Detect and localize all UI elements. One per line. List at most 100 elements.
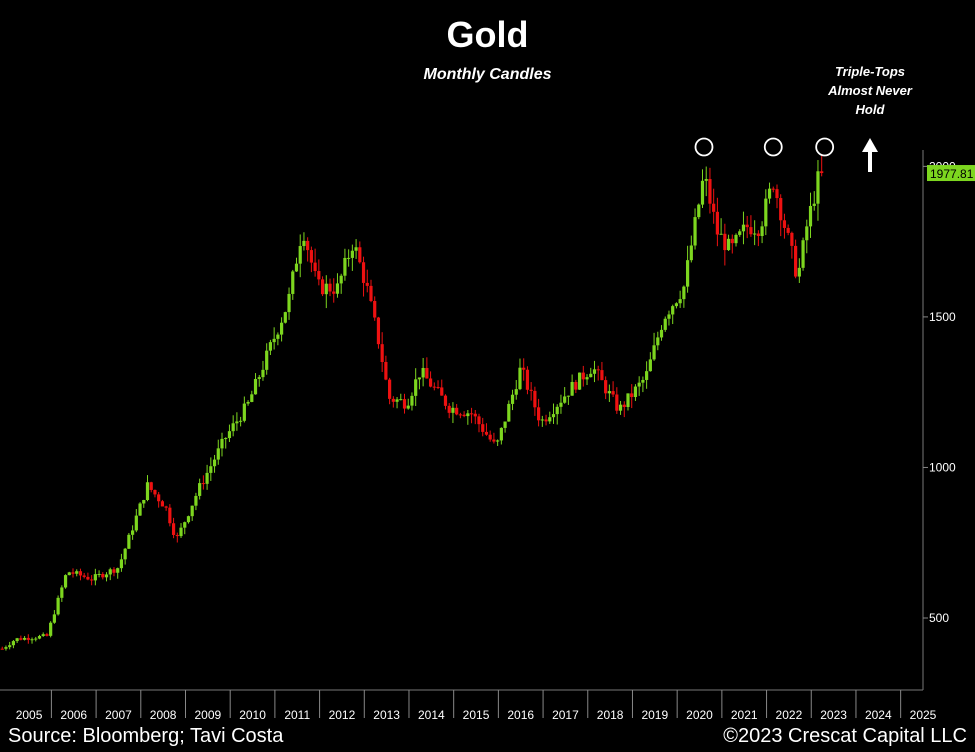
candle-body — [37, 635, 42, 639]
candle-body — [667, 314, 671, 319]
candle-body — [384, 361, 388, 380]
candle-body — [216, 448, 220, 460]
candle-body — [481, 424, 485, 432]
candle-body — [205, 472, 209, 484]
x-tick-label: 2017 — [552, 708, 579, 722]
candle-body — [194, 495, 198, 506]
candle-body — [335, 283, 340, 294]
candle-body — [469, 413, 474, 415]
candle-body — [633, 386, 638, 398]
annotation-line-2: Almost Never — [828, 83, 912, 98]
candle-body — [574, 381, 578, 390]
triple-tops-annotation: Triple-Tops Almost Never Hold — [800, 62, 940, 119]
candle-body — [458, 414, 462, 416]
x-tick-label: 2021 — [731, 708, 758, 722]
candle-body — [142, 500, 146, 504]
candle-body — [492, 439, 496, 442]
x-tick-label: 2009 — [194, 708, 221, 722]
candle-body — [67, 572, 71, 576]
candle-body — [428, 378, 433, 387]
candle-body — [276, 334, 280, 339]
candle-body — [622, 404, 626, 407]
x-tick-label: 2005 — [16, 708, 43, 722]
x-tick-label: 2023 — [820, 708, 847, 722]
candle-body — [425, 367, 429, 379]
candle-body — [179, 527, 183, 537]
candle-body — [592, 369, 597, 374]
candle-body — [391, 398, 395, 402]
candle-body — [253, 378, 258, 395]
candle-body — [149, 482, 153, 490]
candle-body — [90, 579, 94, 581]
candle-body — [399, 399, 403, 401]
candle-body — [510, 394, 515, 404]
candle-body — [477, 416, 481, 425]
candle-body — [328, 283, 332, 292]
candle-body — [242, 403, 246, 421]
candle-body — [820, 171, 824, 174]
candle-body — [261, 369, 265, 378]
candle-body — [656, 337, 660, 346]
candle-body — [108, 569, 112, 575]
candle-body — [551, 414, 556, 418]
candle-body — [719, 233, 723, 235]
candle-body — [462, 414, 466, 417]
candle-body — [320, 279, 325, 295]
x-tick-label: 2010 — [239, 708, 266, 722]
candle-body — [279, 322, 284, 335]
candle-body — [212, 459, 217, 467]
candle-body — [388, 379, 392, 399]
candle-body — [231, 423, 235, 432]
candle-body — [745, 224, 749, 228]
candle-body — [682, 286, 686, 300]
candle-body — [447, 405, 451, 413]
candle-body — [496, 440, 500, 442]
candle-body — [607, 391, 611, 394]
candle-body — [767, 188, 772, 199]
candle-body — [86, 576, 90, 580]
candle-body — [730, 238, 734, 244]
candle-body — [548, 417, 552, 422]
x-tick-label: 2020 — [686, 708, 713, 722]
candle-body — [466, 413, 470, 417]
candle-body — [153, 489, 157, 495]
candle-body — [309, 250, 313, 263]
x-tick-label: 2022 — [776, 708, 803, 722]
candle-body — [101, 574, 105, 578]
candle-body — [421, 367, 425, 378]
candle-body — [209, 466, 213, 473]
last-price-marker — [927, 165, 975, 182]
candle-body — [697, 204, 701, 218]
candle-body — [700, 180, 705, 205]
candle-body — [56, 597, 60, 615]
candle-body — [797, 267, 801, 277]
candle-body — [652, 345, 656, 360]
candle-body — [782, 220, 787, 228]
candle-body — [518, 367, 522, 390]
copyright-notice: ©2023 Crescat Capital LLC — [723, 725, 967, 747]
candle-body — [30, 639, 34, 641]
candle-body — [790, 232, 794, 246]
candle-body — [104, 574, 109, 578]
candle-body — [741, 224, 746, 232]
candle-body — [145, 482, 150, 501]
candle-body — [190, 505, 194, 517]
candle-body — [488, 434, 492, 440]
candle-body — [116, 568, 120, 573]
candle-body — [376, 317, 381, 345]
candle-body — [134, 515, 138, 531]
candle-body — [395, 399, 399, 402]
peak-circle — [694, 137, 714, 157]
x-tick-label: 2007 — [105, 708, 132, 722]
x-tick-label: 2016 — [507, 708, 534, 722]
candle-body — [201, 483, 205, 485]
candle-body — [674, 303, 679, 307]
candle-body — [537, 407, 541, 421]
candle-body — [775, 189, 779, 199]
candle-body — [723, 233, 727, 251]
candle-body — [671, 306, 675, 315]
candle-body — [361, 262, 366, 283]
candle-body — [283, 312, 287, 323]
candle-body — [779, 198, 783, 221]
candle-body — [246, 401, 250, 404]
